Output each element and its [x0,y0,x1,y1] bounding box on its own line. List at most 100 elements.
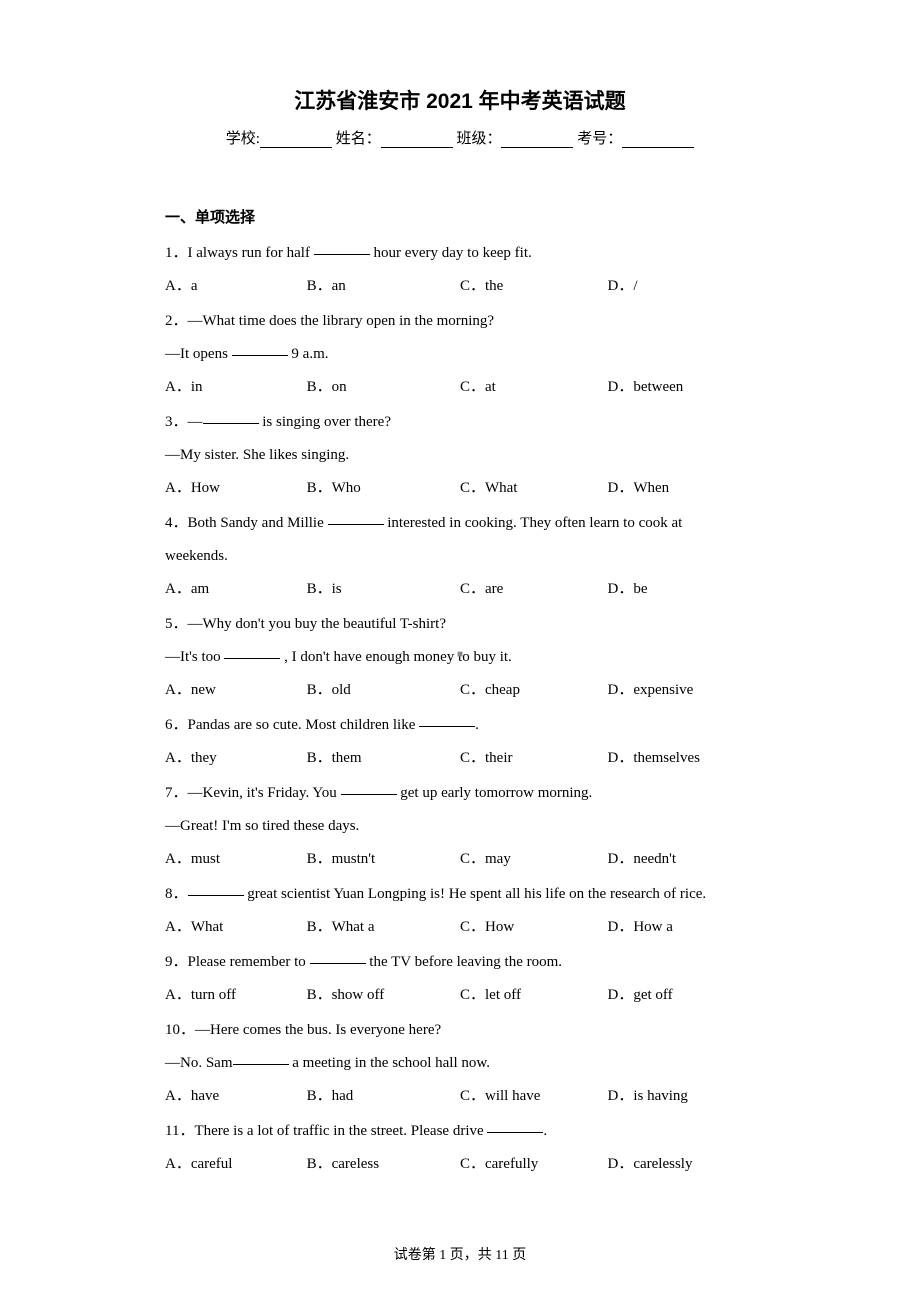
question-6: 6．Pandas are so cute. Most children like… [165,709,755,775]
options-row: A．inB．onC．atD．between [165,371,755,404]
option-d: D．/ [607,270,755,303]
option-d: D．get off [607,979,755,1012]
answer-blank [310,952,366,964]
option-a: A．What [165,911,307,944]
options-row: A．newB．oldC．cheapD．expensive [165,674,755,707]
page-footer: 试卷第 1 页，共 11 页 [0,1244,920,1264]
question-2: 2．—What time does the library open in th… [165,305,755,404]
option-b: B．on [307,371,460,404]
option-a: A．am [165,573,307,606]
student-info-line: 学校: 姓名： 班级： 考号： [165,127,755,148]
option-a: A．new [165,674,307,707]
center-mark: ■ [457,649,463,660]
option-a: A．careful [165,1148,307,1181]
answer-blank [203,412,259,424]
option-c: C．will have [460,1080,608,1113]
option-c: C．may [460,843,608,876]
class-label: 班级： [456,127,501,148]
answer-blank [341,783,397,795]
option-c: C．How [460,911,608,944]
option-b: B．mustn't [307,843,460,876]
option-d: D．How a [607,911,755,944]
options-row: A．carefulB．carelessC．carefullyD．careless… [165,1148,755,1181]
option-b: B．is [307,573,460,606]
question-line: 5．—Why don't you buy the beautiful T-shi… [165,608,755,641]
name-label: 姓名： [336,127,381,148]
option-c: C．What [460,472,608,505]
school-blank [260,133,332,148]
option-c: C．are [460,573,608,606]
question-line: 9．Please remember to the TV before leavi… [165,946,755,979]
option-b: B．Who [307,472,460,505]
question-11: 11．There is a lot of traffic in the stre… [165,1115,755,1181]
option-a: A．have [165,1080,307,1113]
question-1: 1．I always run for half hour every day t… [165,237,755,303]
option-a: A．a [165,270,307,303]
question-line: —It opens 9 a.m. [165,338,755,371]
questions-container: 1．I always run for half hour every day t… [165,237,755,1181]
options-row: A．mustB．mustn'tC．mayD．needn't [165,843,755,876]
option-b: B．an [307,270,460,303]
options-row: A．theyB．themC．theirD．themselves [165,742,755,775]
options-row: A．HowB．WhoC．WhatD．When [165,472,755,505]
examno-label: 考号： [577,127,622,148]
question-3: 3．— is singing over there?—My sister. Sh… [165,406,755,505]
question-8: 8． great scientist Yuan Longping is! He … [165,878,755,944]
option-c: C．their [460,742,608,775]
option-d: D．is having [607,1080,755,1113]
examno-blank [622,133,694,148]
question-line: —No. Sam a meeting in the school hall no… [165,1047,755,1080]
option-b: B．show off [307,979,460,1012]
answer-blank [419,715,475,727]
class-blank [501,133,573,148]
options-row: A．turn offB．show offC．let offD．get off [165,979,755,1012]
school-label: 学校: [226,127,260,148]
option-a: A．they [165,742,307,775]
question-line: 7．—Kevin, it's Friday. You get up early … [165,777,755,810]
option-d: D．be [607,573,755,606]
option-b: B．What a [307,911,460,944]
option-a: A．turn off [165,979,307,1012]
question-line: 2．—What time does the library open in th… [165,305,755,338]
question-line: 11．There is a lot of traffic in the stre… [165,1115,755,1148]
question-10: 10．—Here comes the bus. Is everyone here… [165,1014,755,1113]
answer-blank [224,647,280,659]
answer-blank [487,1121,543,1133]
option-c: C．the [460,270,608,303]
option-b: B．had [307,1080,460,1113]
option-a: A．in [165,371,307,404]
option-d: D．needn't [607,843,755,876]
question-4: 4．Both Sandy and Millie interested in co… [165,507,755,606]
answer-blank [328,513,384,525]
question-line: weekends. [165,540,755,573]
section-title: 一、单项选择 [165,206,755,227]
option-b: B．them [307,742,460,775]
option-c: C．carefully [460,1148,608,1181]
answer-blank [232,344,288,356]
exam-title: 江苏省淮安市 2021 年中考英语试题 [165,85,755,115]
option-d: D．themselves [607,742,755,775]
answer-blank [233,1053,289,1065]
option-b: B．old [307,674,460,707]
answer-blank [314,243,370,255]
question-line: 1．I always run for half hour every day t… [165,237,755,270]
option-c: C．cheap [460,674,608,707]
answer-blank [188,884,244,896]
options-row: A．haveB．hadC．will haveD．is having [165,1080,755,1113]
option-b: B．careless [307,1148,460,1181]
question-9: 9．Please remember to the TV before leavi… [165,946,755,1012]
option-c: C．let off [460,979,608,1012]
options-row: A．WhatB．What aC．HowD．How a [165,911,755,944]
options-row: A．aB．anC．theD．/ [165,270,755,303]
options-row: A．amB．isC．areD．be [165,573,755,606]
option-d: D．expensive [607,674,755,707]
question-7: 7．—Kevin, it's Friday. You get up early … [165,777,755,876]
question-line: 10．—Here comes the bus. Is everyone here… [165,1014,755,1047]
name-blank [381,133,453,148]
question-line: 4．Both Sandy and Millie interested in co… [165,507,755,540]
option-a: A．How [165,472,307,505]
question-line: —Great! I'm so tired these days. [165,810,755,843]
question-line: 3．— is singing over there? [165,406,755,439]
question-line: 6．Pandas are so cute. Most children like… [165,709,755,742]
option-c: C．at [460,371,608,404]
